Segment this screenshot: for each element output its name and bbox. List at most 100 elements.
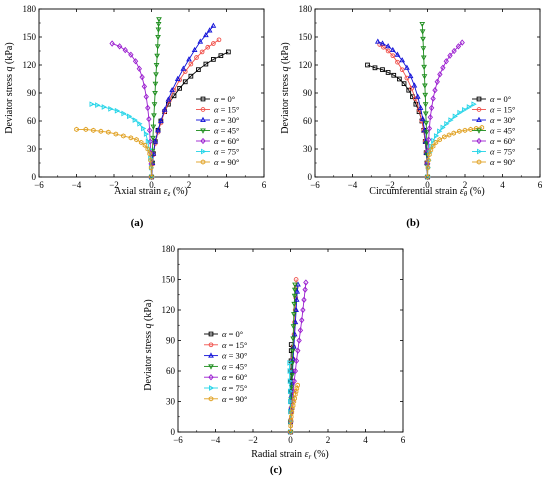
- panel-c-data-point: [294, 385, 300, 391]
- panel-a-data-point: [143, 131, 150, 137]
- panel-b-data-point: [457, 109, 463, 116]
- panel-b-data-point: [374, 38, 381, 44]
- panel-a-data-point: [155, 21, 162, 28]
- panel-b-data-point: [428, 147, 434, 153]
- panel-b-data-point: [385, 43, 391, 49]
- panel-a-data-point: [109, 40, 115, 47]
- panel-b-data-point: [425, 136, 432, 143]
- panel-b-data-point: [380, 67, 385, 73]
- panel-a-xtick-label: −6: [34, 180, 44, 190]
- panel-b-data-point: [432, 87, 438, 94]
- panel-c-ytick-label: 180: [162, 244, 176, 254]
- panel-b-data-point: [421, 127, 428, 133]
- panel-b-legend-marker: [476, 159, 482, 165]
- panel-b-ytick-label: 30: [303, 144, 313, 154]
- panel-c-legend-marker: [208, 374, 214, 381]
- panel-c-data-point: [288, 408, 294, 415]
- panel-a-data-point: [142, 142, 148, 148]
- panel-b-data-point: [433, 133, 440, 139]
- panel-b-legend-label: α = 90°: [490, 157, 515, 167]
- panel-a-data-point: [145, 138, 151, 145]
- panel-a-data-point: [132, 117, 138, 123]
- panel-b-data-point: [434, 78, 440, 85]
- panel-b-data-point: [389, 46, 396, 53]
- panel-b-data-point: [428, 104, 435, 112]
- panel-a-data-point: [116, 43, 123, 50]
- panel-a-data-point: [152, 81, 159, 87]
- panel-c-ytick-label: 0: [171, 427, 176, 437]
- panel-c-data-point: [287, 388, 294, 395]
- panel-b-data-point: [430, 143, 436, 149]
- panel-c-data-point: [292, 367, 299, 375]
- panel-a-data-point: [122, 46, 128, 54]
- panel-b-series-4: [424, 39, 465, 181]
- panel-b-data-point: [451, 47, 457, 55]
- panel-c-data-point: [296, 337, 302, 344]
- panel-a-data-point: [114, 107, 121, 114]
- panel-c-legend-label: α = 75°: [222, 383, 247, 393]
- panel-a-data-point: [216, 37, 222, 43]
- panel-b-data-point: [437, 128, 443, 135]
- panel-b-data-point: [452, 113, 458, 120]
- panel-c-data-point: [301, 296, 307, 303]
- panel-c-data-point: [290, 324, 297, 330]
- panel-c-legend-marker: [208, 364, 214, 370]
- panel-a-legend-label: α = 45°: [214, 126, 239, 136]
- panel-b-data-point: [466, 104, 472, 110]
- panel-c-ytick-label: 120: [162, 305, 176, 315]
- panel-b-data-point: [444, 120, 450, 127]
- panel-b-data-point: [447, 52, 453, 59]
- panel-b-legend-label: α = 15°: [490, 105, 515, 115]
- panel-c-xtick-label: 6: [401, 435, 406, 445]
- panel-a-data-point: [211, 57, 216, 62]
- panel-a-xtick-label: 0: [149, 180, 154, 190]
- panel-a-data-point: [150, 135, 156, 142]
- panel-a-data-point: [151, 102, 158, 108]
- panel-a-data-point: [147, 151, 152, 157]
- panel-b-data-point: [442, 134, 447, 140]
- panel-a-legend-marker: [200, 107, 206, 112]
- panel-c-data-point: [293, 388, 299, 394]
- panel-c-legend-marker: [208, 352, 214, 358]
- panel-b-data-point: [423, 130, 430, 136]
- panel-a-series-3: [148, 17, 162, 181]
- panel-b-data-point: [443, 58, 449, 65]
- panel-b-data-point: [468, 126, 473, 133]
- panel-a-data-point: [169, 86, 175, 93]
- panel-a-series-line: [151, 19, 160, 178]
- panel-a-data-point: [127, 113, 133, 120]
- panel-b-data-point: [440, 64, 446, 71]
- panel-c-data-point: [288, 398, 294, 405]
- panel-b-legend-label: α = 30°: [490, 115, 515, 125]
- panel-a-data-point: [146, 115, 152, 123]
- panel-a-data-point: [139, 73, 145, 81]
- panel-a-legend-label: α = 60°: [214, 136, 239, 146]
- panel-c-data-point: [295, 347, 301, 354]
- panel-b-data-point: [365, 62, 370, 68]
- panel-a-legend: α = 0°α = 15°α = 30°α = 45°α = 60°α = 75…: [196, 94, 239, 167]
- panel-b-xtick-label: −6: [310, 180, 320, 190]
- panel-a-legend-marker: [200, 96, 206, 102]
- panel-a-data-point: [141, 125, 147, 132]
- panel-c-series-6: [288, 382, 300, 435]
- panel-a-data-point: [148, 165, 154, 171]
- panel-a-legend-marker: [200, 137, 206, 145]
- panel-b-data-point: [397, 76, 402, 82]
- panel-a-data-point: [91, 127, 96, 133]
- panel-a-data-point: [205, 44, 211, 50]
- panel-c-data-point: [289, 410, 295, 416]
- panel-c-ytick-label: 60: [166, 366, 176, 376]
- panel-b-data-point: [414, 93, 421, 99]
- panel-b-data-point: [404, 64, 410, 70]
- panel-b-legend-marker: [476, 128, 482, 134]
- panel-b-data-point: [471, 101, 477, 108]
- panel-a-data-point: [95, 102, 101, 108]
- panel-c-data-point: [287, 368, 293, 374]
- panel-a-data-point: [154, 53, 160, 59]
- panel-b-data-point: [413, 101, 419, 107]
- panel-b-legend-label: α = 45°: [490, 126, 515, 136]
- panel-a-data-point: [108, 106, 114, 112]
- panel-c-data-point: [289, 348, 296, 354]
- panel-b-data-point: [419, 29, 426, 35]
- panel-b-data-point: [462, 127, 468, 133]
